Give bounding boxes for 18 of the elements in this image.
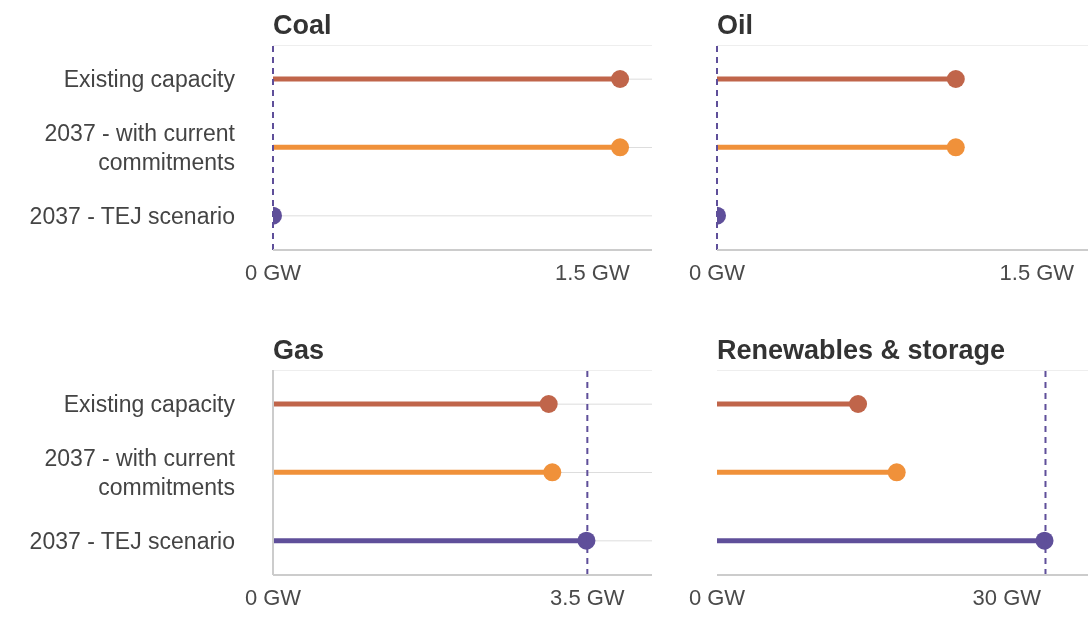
x-tick-label: 0 GW bbox=[688, 584, 746, 610]
chart-title: Coal bbox=[272, 9, 333, 42]
x-tick-label: 0 GW bbox=[244, 259, 302, 285]
y-tick-label: 2037 - TEJ scenario bbox=[29, 527, 235, 554]
y-tick-label: 2037 - with current commitments bbox=[44, 445, 236, 500]
y-tick-label: Existing capacity bbox=[63, 66, 236, 93]
x-tick-label: 0 GW bbox=[688, 259, 746, 285]
x-tick-label: 1.5 GW bbox=[999, 259, 1075, 285]
y-tick-label: Existing capacity bbox=[63, 391, 236, 418]
x-tick-label: 0 GW bbox=[244, 584, 302, 610]
chart-title: Oil bbox=[716, 9, 754, 42]
x-tick-label: 3.5 GW bbox=[550, 584, 625, 610]
x-tick-label: 1.5 GW bbox=[555, 259, 630, 285]
x-tick-label: 30 GW bbox=[972, 584, 1042, 610]
y-tick-label: 2037 - TEJ scenario bbox=[29, 202, 235, 229]
chart-title: Gas bbox=[272, 334, 326, 367]
y-tick-label: 2037 - with current commitments bbox=[44, 120, 236, 175]
chart-title: Renewables & storage bbox=[716, 334, 1007, 367]
